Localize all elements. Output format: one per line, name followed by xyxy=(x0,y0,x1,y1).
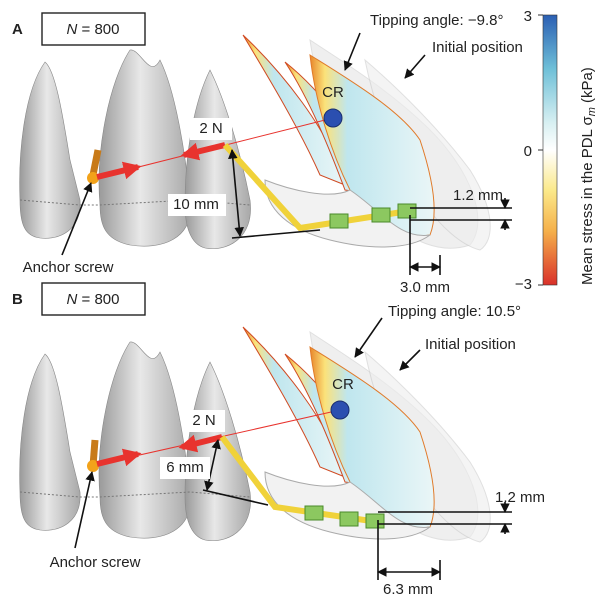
panel-letter: A xyxy=(12,21,23,38)
n-value: = 800 xyxy=(82,291,120,308)
panel-b: B N = 800 CR 2 N 6 mm 1.2 mm 6.3 mm Anch… xyxy=(12,283,545,598)
colorbar-label-sub: m xyxy=(586,107,598,116)
colorbar-tick: 0 xyxy=(524,143,532,160)
colorbar-tick: 3 xyxy=(524,8,532,25)
force-label: 2 N xyxy=(199,120,222,137)
colorbar xyxy=(543,15,557,285)
colorbar-label-main: Mean stress in the PDL σ xyxy=(579,115,596,285)
n-symbol: N xyxy=(67,291,78,308)
panel-letter: B xyxy=(12,291,23,308)
tipping-label: Tipping angle: −9.8° xyxy=(370,12,503,29)
colorbar-tick: −3 xyxy=(515,276,532,293)
figure: 3 0 −3 Mean stress in the PDL σm (kPa) A … xyxy=(0,0,611,599)
force-label: 2 N xyxy=(192,412,215,429)
tipping-label: Tipping angle: 10.5° xyxy=(388,303,521,320)
vertical-offset: 1.2 mm xyxy=(453,187,503,204)
screw-label: Anchor screw xyxy=(50,554,141,571)
cr-label: CR xyxy=(332,376,354,393)
vertical-offset: 1.2 mm xyxy=(495,489,545,506)
sample-size: N = 800 xyxy=(67,291,120,308)
panel-a: A N = 800 CR 2 N 10 mm 1.2 mm 3.0 mm Anc… xyxy=(12,12,523,296)
screw-label: Anchor screw xyxy=(23,259,114,276)
initial-label: Initial position xyxy=(425,336,516,353)
lever-label: 6 mm xyxy=(166,459,204,476)
horizontal-offset: 6.3 mm xyxy=(383,581,433,598)
cr-label: CR xyxy=(322,84,344,101)
n-value: = 800 xyxy=(82,21,120,38)
colorbar-label-unit: (kPa) xyxy=(579,67,596,103)
lever-label: 10 mm xyxy=(173,196,219,213)
initial-label: Initial position xyxy=(432,39,523,56)
n-symbol: N xyxy=(67,21,78,38)
sample-size: N = 800 xyxy=(67,21,120,38)
horizontal-offset: 3.0 mm xyxy=(400,279,450,296)
colorbar-label: Mean stress in the PDL σm (kPa) xyxy=(579,67,598,285)
